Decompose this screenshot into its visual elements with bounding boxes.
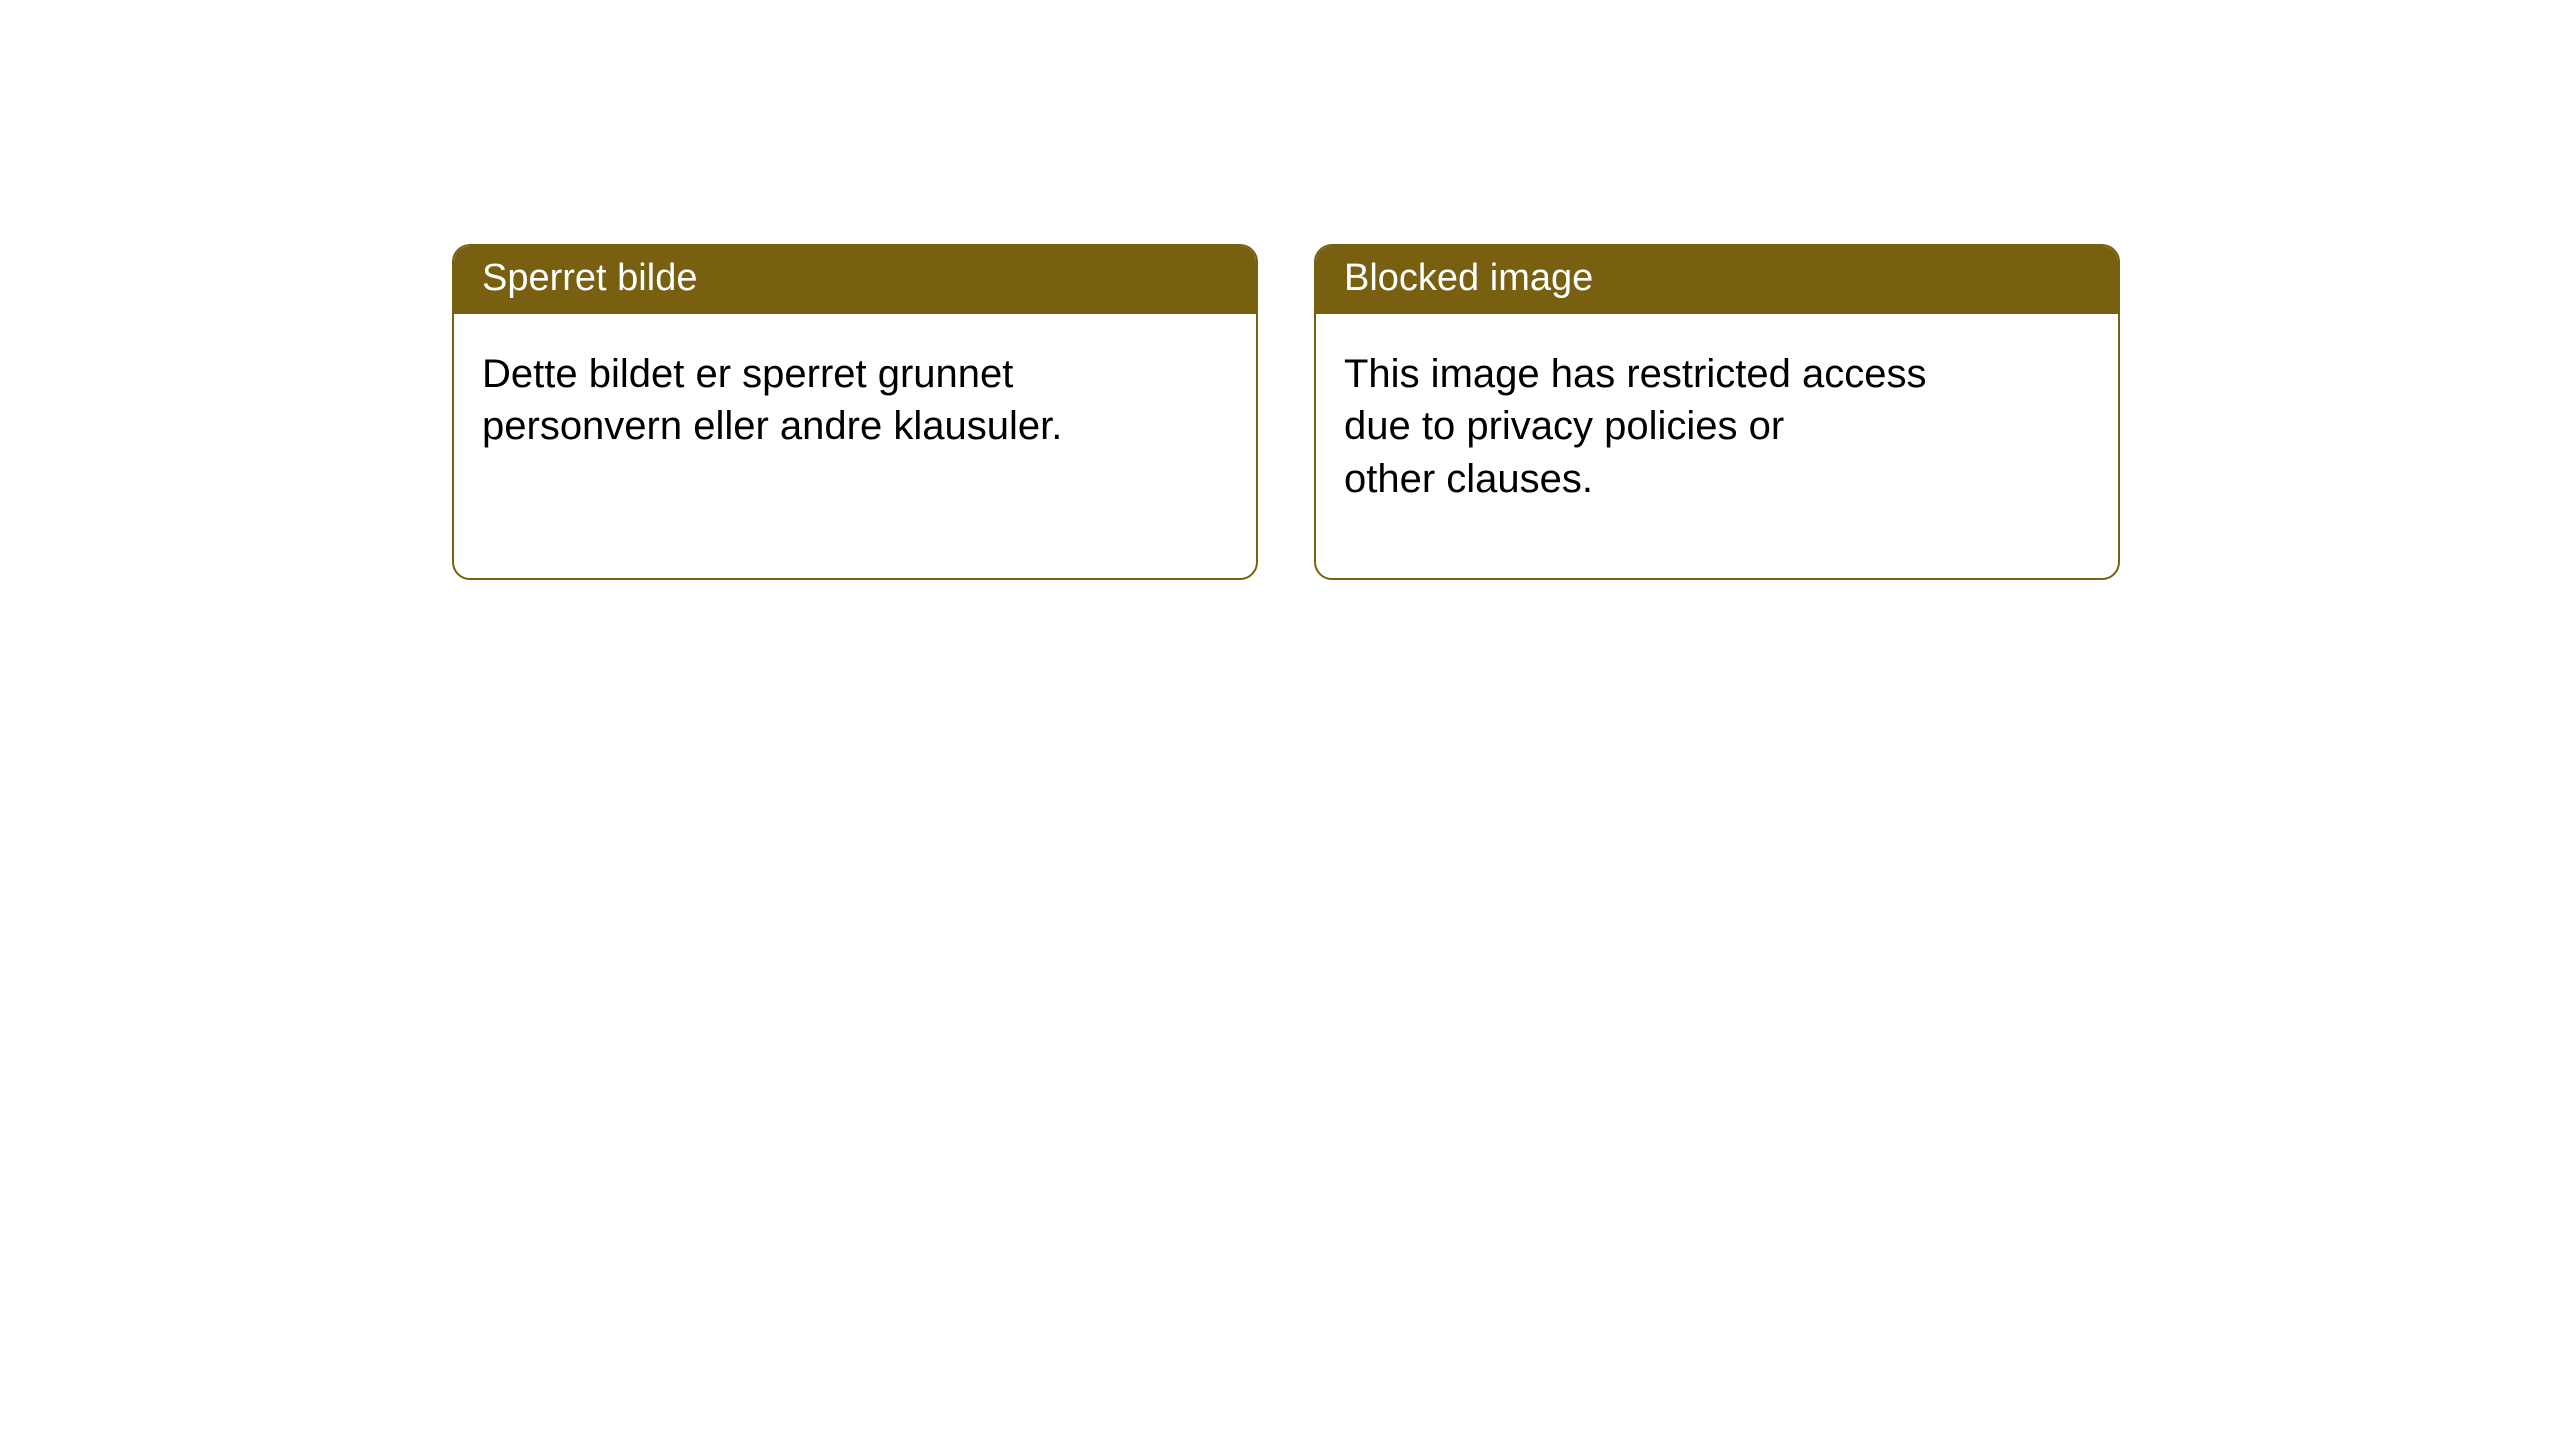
page-container: Sperret bilde Dette bildet er sperret gr…	[0, 0, 2560, 1440]
blocked-image-card-norwegian: Sperret bilde Dette bildet er sperret gr…	[452, 244, 1258, 580]
card-header-english: Blocked image	[1316, 246, 2118, 314]
card-body-english: This image has restricted access due to …	[1316, 314, 2118, 534]
message-cards-row: Sperret bilde Dette bildet er sperret gr…	[452, 244, 2560, 580]
card-header-norwegian: Sperret bilde	[454, 246, 1256, 314]
blocked-image-card-english: Blocked image This image has restricted …	[1314, 244, 2120, 580]
card-body-norwegian: Dette bildet er sperret grunnet personve…	[454, 314, 1256, 482]
